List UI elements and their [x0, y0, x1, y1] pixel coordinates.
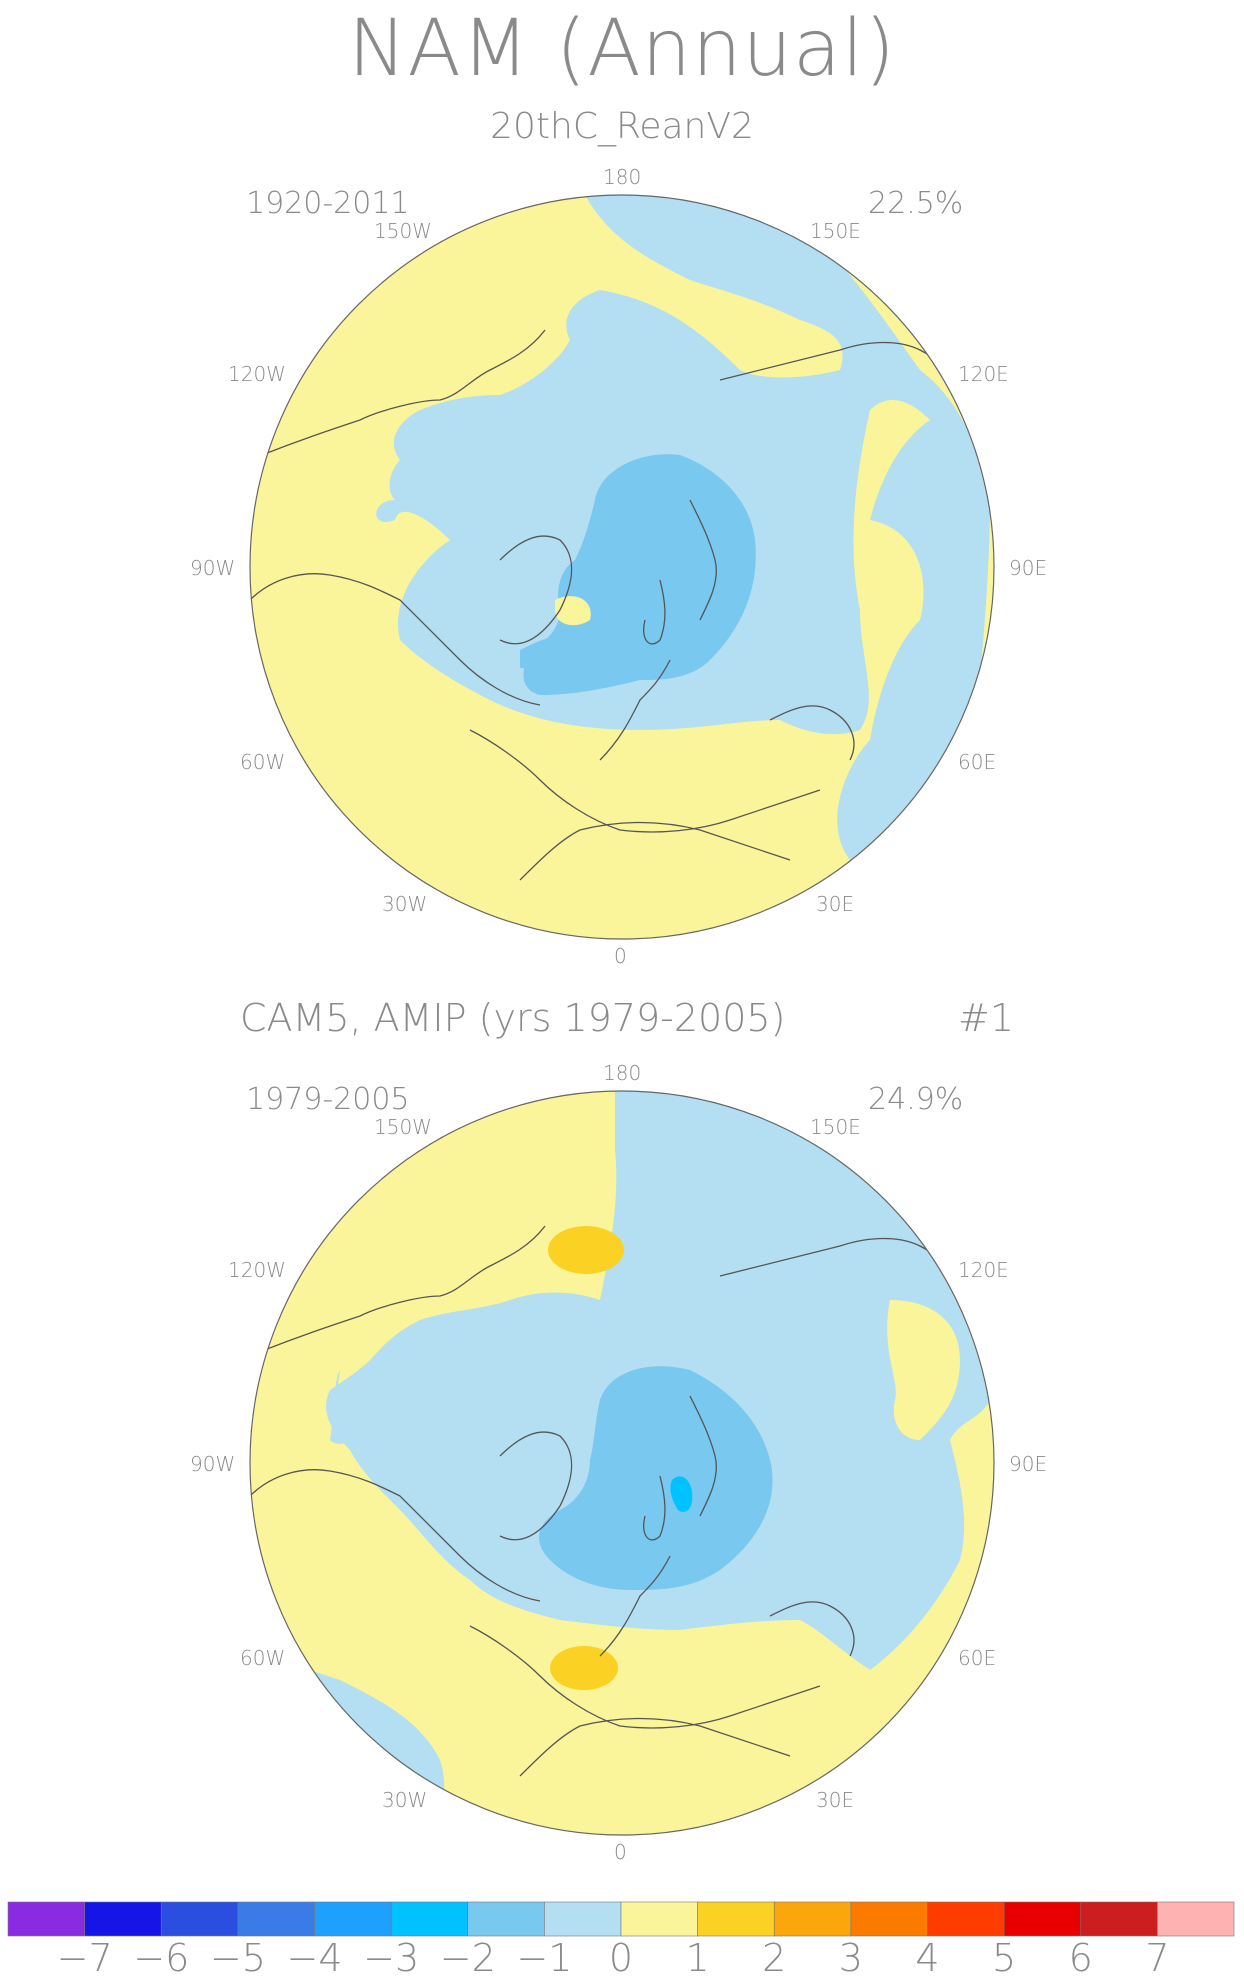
panel2-border	[249, 1090, 995, 1836]
panel1-lon-90e: 90E	[1009, 556, 1048, 580]
colorbar-tick-label: −1	[516, 1936, 573, 1980]
panel2-lon-60e: 60E	[958, 1646, 997, 1670]
colorbar-swatch	[620, 1901, 698, 1937]
panel2-map	[250, 1091, 994, 1835]
panel2-lon-180: 180	[603, 1061, 642, 1085]
colorbar-tick-label: 3	[838, 1936, 863, 1980]
panel1-lon-120e: 120E	[958, 362, 1009, 386]
colorbar-tick-label: −7	[56, 1936, 113, 1980]
panel1-lon-180: 180	[603, 165, 642, 189]
colorbar-tick-label: 2	[762, 1936, 787, 1980]
panel2-pos-spot-north	[548, 1226, 624, 1274]
colorbar-tick-label: −5	[209, 1936, 266, 1980]
panel2-coastlines	[250, 1225, 971, 1777]
colorbar-tick-label: −6	[133, 1936, 190, 1980]
panel1-lon-60e: 60E	[958, 750, 997, 774]
panel1-lon-150w: 150W	[374, 219, 432, 243]
colorbar-swatch	[467, 1901, 545, 1937]
panel1-years: 1920-2011	[246, 186, 410, 221]
colorbar-tick-label: 4	[915, 1936, 940, 1980]
colorbar-labels: −7 −6 −5 −4 −3 −2 −1 0 1 2 3 4 5 6 7	[0, 1936, 1244, 1986]
colorbar-swatch	[390, 1901, 469, 1937]
panel1-map	[250, 195, 994, 939]
colorbar-swatch	[850, 1901, 928, 1937]
panel1-lon-60w: 60W	[240, 750, 286, 774]
panel2-lon-150w: 150W	[374, 1115, 432, 1139]
panel2-number: #1	[958, 996, 1015, 1040]
panel1-neg2-region-b	[520, 635, 580, 669]
panel2-title: CAM5, AMIP (yrs 1979-2005)	[240, 996, 786, 1040]
panel2-lon-30w: 30W	[382, 1788, 428, 1812]
panel2-lon-0: 0	[614, 1840, 627, 1864]
colorbar-tick-label: 5	[992, 1936, 1017, 1980]
panel2-lon-30e: 30E	[816, 1788, 855, 1812]
panel2-neg2-region	[539, 1366, 773, 1590]
panel2-lon-90w: 90W	[190, 1452, 236, 1476]
panel2-lon-90e: 90E	[1009, 1452, 1048, 1476]
colorbar-swatch	[1003, 1901, 1082, 1937]
colorbar-tick-label: 0	[608, 1936, 634, 1980]
colorbar-swatch	[697, 1901, 775, 1937]
colorbar-swatch	[773, 1901, 852, 1937]
colorbar-swatch	[1080, 1901, 1158, 1937]
panel1-lon-0: 0	[614, 944, 627, 968]
colorbar-tick-label: 7	[1145, 1936, 1170, 1980]
figure-title: NAM (Annual)	[348, 4, 896, 94]
colorbar	[7, 1901, 1235, 1937]
panel1-variance: 22.5%	[868, 186, 964, 221]
colorbar-swatch	[237, 1901, 315, 1937]
panel1-lon-120w: 120W	[228, 362, 286, 386]
colorbar-swatch	[314, 1901, 392, 1937]
colorbar-swatch	[7, 1901, 85, 1937]
colorbar-swatch	[927, 1901, 1005, 1937]
panel1-lon-150e: 150E	[810, 219, 861, 243]
panel2-lon-60w: 60W	[240, 1646, 286, 1670]
colorbar-tick-label: −3	[363, 1936, 420, 1980]
panel2-pos-spot-south	[550, 1646, 618, 1690]
colorbar-swatch	[84, 1901, 162, 1937]
panel1-border	[249, 194, 995, 940]
colorbar-swatch	[1157, 1901, 1235, 1937]
panel1-lon-30w: 30W	[382, 892, 428, 916]
panel2-lon-150e: 150E	[810, 1115, 861, 1139]
panel1-lon-90w: 90W	[190, 556, 236, 580]
panel2-years: 1979-2005	[246, 1082, 410, 1117]
colorbar-swatch	[544, 1901, 622, 1937]
colorbar-swatch	[160, 1901, 239, 1937]
colorbar-tick-label: 1	[685, 1936, 710, 1980]
colorbar-tick-label: −4	[286, 1936, 343, 1980]
colorbar-tick-label: −2	[439, 1936, 496, 1980]
panel1-subtitle: 20thC_ReanV2	[490, 106, 754, 147]
panel2-variance: 24.9%	[868, 1082, 964, 1117]
panel2-lon-120w: 120W	[228, 1258, 286, 1282]
panel2-lon-120e: 120E	[958, 1258, 1009, 1282]
panel2-neg3-spot	[670, 1476, 693, 1512]
colorbar-tick-label: 6	[1068, 1936, 1093, 1980]
panel1-lon-30e: 30E	[816, 892, 855, 916]
